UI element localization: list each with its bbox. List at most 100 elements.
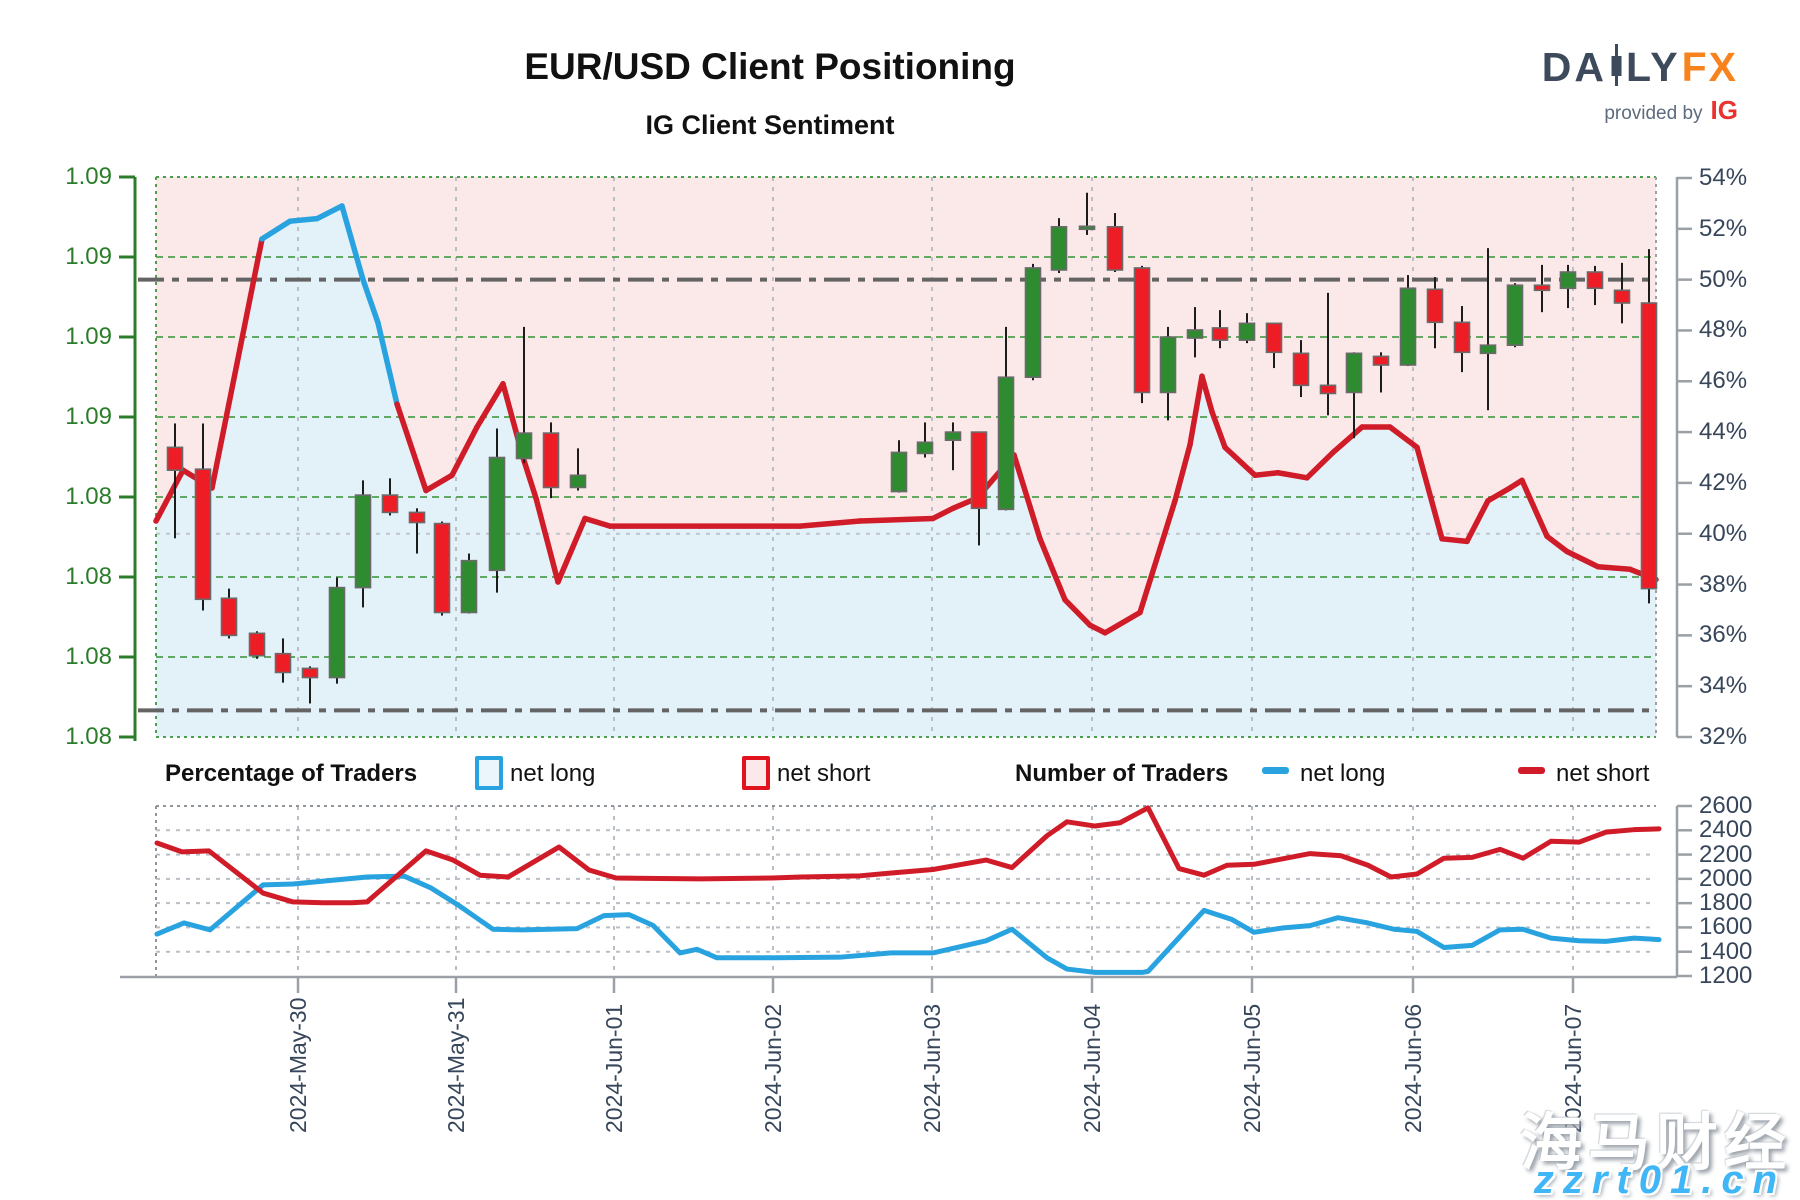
candle-body: [1613, 289, 1631, 304]
candle-body: [460, 559, 478, 614]
percent-axis-label: 32%: [1699, 723, 1748, 750]
date-axis-label: 2024-Jun-01: [601, 1003, 627, 1133]
candle-body: [1506, 284, 1524, 346]
sentiment-line-segment: [1304, 449, 1336, 481]
candle-body: [248, 632, 266, 657]
sentiment-line-segment: [1544, 533, 1570, 555]
candle-body: [1292, 352, 1310, 387]
sentiment-line-segment: [1564, 548, 1601, 570]
sentiment-line-segment: [857, 515, 936, 524]
page-title: EUR/USD Client Positioning: [524, 46, 1016, 87]
sentiment-line-segment: [1439, 536, 1470, 545]
price-axis-label: 1.09: [65, 323, 112, 350]
watermark-url: zzrt01.cn: [1533, 1158, 1786, 1200]
price-axis-label: 1.08: [65, 723, 112, 750]
percent-axis-label: 44%: [1699, 418, 1748, 446]
sentiment-line-segment: [582, 515, 613, 529]
legend-netshort-swatch: [742, 756, 770, 790]
sentiment-line-segment: [533, 495, 561, 585]
legend-netlong-swatch: [475, 756, 503, 790]
sentiment-line-segment: [1330, 424, 1365, 456]
traders-axis-label: 1800: [1699, 889, 1753, 917]
price-axis-label: 1.09: [65, 403, 112, 430]
sentiment-line-segment: [423, 472, 455, 494]
candle-body: [1345, 352, 1363, 394]
sentiment-line-segment: [287, 215, 320, 224]
sentiment-line-segment: [1519, 477, 1550, 540]
traders-axis-label: 1600: [1699, 913, 1753, 941]
percent-axis-label: 38%: [1699, 570, 1748, 598]
legend-pct-title: Percentage of Traders: [165, 760, 418, 787]
sentiment-line-segment: [1011, 452, 1043, 542]
sentiment-line-segment: [555, 515, 588, 585]
candle-body: [944, 431, 962, 442]
price-axis-label: 1.09: [65, 163, 112, 190]
sentiment-line-segment: [259, 218, 293, 242]
traders-axis-label: 2000: [1699, 864, 1753, 892]
sentiment-line-segment: [1187, 373, 1205, 448]
traders-axis-label: 2200: [1699, 840, 1753, 868]
percent-axis-label: 54%: [1699, 164, 1748, 191]
sentiment-line-segment: [314, 203, 345, 222]
candle-body: [569, 474, 587, 489]
candle-body: [1372, 355, 1390, 366]
chart-legend: Percentage of Traders net long net short…: [0, 754, 1800, 796]
candle-body: [381, 494, 399, 514]
logo-provided-by: provided by IG: [1604, 95, 1738, 125]
date-axis-label: 2024-May-30: [285, 997, 311, 1133]
candle-body: [408, 511, 426, 524]
candle-body: [1319, 384, 1337, 395]
sentiment-line-segment: [209, 236, 265, 491]
sentiment-line-segment: [797, 518, 863, 529]
percent-axis-label: 36%: [1699, 621, 1748, 649]
traders-axis-label: 2400: [1699, 816, 1753, 844]
candle-body: [1078, 225, 1096, 231]
date-axis-label: 2024-Jun-03: [919, 1003, 945, 1133]
candle-body: [1106, 225, 1124, 271]
candle-body: [916, 441, 934, 455]
candle-body: [1238, 322, 1256, 341]
candle-body: [433, 522, 451, 614]
candle-body: [488, 456, 506, 572]
traders-axis-label: 1400: [1699, 937, 1753, 965]
legend-count-short-dash: [1518, 767, 1545, 774]
percent-axis-label: 42%: [1699, 468, 1748, 496]
sentiment-line-segment: [360, 276, 381, 326]
date-axis-label: 2024-Jun-04: [1079, 1003, 1105, 1133]
candle-body: [1533, 284, 1551, 292]
percent-axis-label: 46%: [1699, 367, 1748, 395]
date-axis-label: 2024-Jun-06: [1400, 1003, 1426, 1133]
traders-axis-label: 1200: [1699, 962, 1753, 989]
sentiment-line-segment: [1222, 444, 1258, 479]
candle-body: [354, 494, 372, 589]
candle-body: [1479, 344, 1497, 355]
candle-body: [1586, 271, 1604, 290]
candle-body: [1640, 302, 1658, 590]
percent-axis-label: 34%: [1699, 672, 1748, 700]
logo-text-fx: FX: [1681, 44, 1738, 90]
logo-text-ly: LY: [1625, 44, 1681, 90]
candle-body: [1050, 225, 1068, 271]
candle-body: [1133, 267, 1151, 394]
candle-body: [890, 451, 908, 493]
legend-count-long-dash: [1262, 767, 1289, 774]
legend-num-title: Number of Traders: [1015, 760, 1229, 787]
percent-axis-label: 50%: [1699, 265, 1748, 293]
candle-body: [970, 431, 988, 510]
candle-body: [1024, 267, 1042, 379]
candle-body: [515, 432, 533, 460]
candle-body: [1399, 287, 1417, 366]
price-axis-label: 1.08: [65, 643, 112, 670]
candle-body: [166, 446, 184, 472]
candle-body: [1186, 329, 1204, 339]
legend-count-long-label: net long: [1300, 760, 1386, 787]
sentiment-line-segment: [1209, 409, 1228, 451]
candle-body: [997, 376, 1015, 511]
sentiment-line-segment: [449, 424, 480, 479]
candle-body: [1159, 336, 1177, 394]
watermark-text: 海马财经: [1519, 1109, 1792, 1178]
candle-body: [194, 468, 212, 601]
sentiment-line-segment: [1137, 497, 1178, 616]
